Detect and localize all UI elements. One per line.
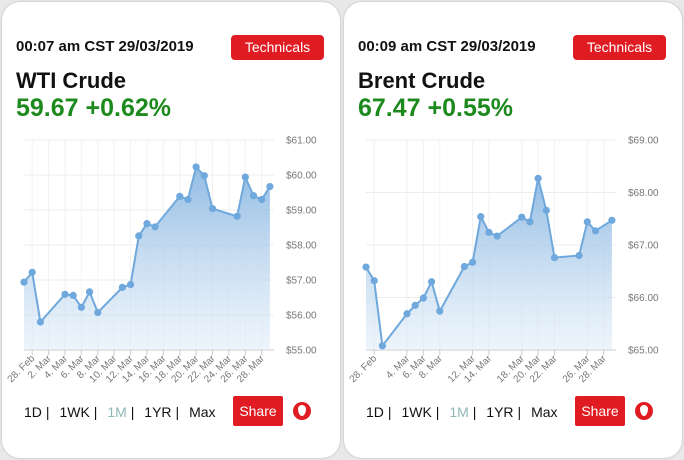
range-separator: | [387, 404, 392, 420]
technicals-button[interactable]: Technicals [231, 35, 324, 60]
data-point [403, 310, 411, 318]
data-point [69, 291, 77, 299]
data-point [427, 278, 436, 286]
range-1d[interactable]: 1D [366, 404, 384, 420]
technicals-button[interactable]: Technicals [573, 35, 666, 60]
x-tick-label: 28. Feb [348, 353, 380, 385]
data-point [362, 263, 370, 271]
data-point [526, 218, 534, 226]
y-tick-label: $66.00 [628, 293, 659, 304]
y-tick-label: $61.00 [286, 136, 317, 147]
share-button[interactable]: Share [233, 396, 283, 426]
y-tick-label: $67.00 [628, 241, 659, 252]
range-separator: | [45, 404, 50, 420]
range-1m[interactable]: 1M [449, 404, 469, 420]
oil-drop-icon[interactable] [635, 402, 653, 420]
data-point [241, 173, 249, 181]
range-1yr[interactable]: 1YR [144, 404, 172, 420]
data-point [208, 205, 217, 213]
data-point [583, 218, 591, 226]
y-tick-label: $56.00 [286, 311, 317, 322]
data-point [20, 278, 28, 286]
brent-crude-card: 00:09 am CST 29/03/2019 Technicals Brent… [344, 2, 682, 458]
range-1yr[interactable]: 1YR [486, 404, 514, 420]
data-point [143, 220, 151, 228]
range-separator: | [472, 404, 477, 420]
price-area [366, 178, 612, 350]
commodity-name: WTI Crude [16, 68, 126, 93]
data-point [378, 342, 386, 350]
timestamp: 00:07 am CST 29/03/2019 [16, 38, 194, 55]
commodity-name: Brent Crude [358, 68, 486, 93]
data-point [77, 303, 85, 311]
y-tick-label: $65.00 [628, 346, 659, 357]
data-point [184, 195, 192, 204]
range-max[interactable]: Max [531, 404, 558, 420]
price-chart: $55.00 $56.00 $57.00 $58.00 $59.00 $60.00 $61.… [6, 136, 317, 386]
y-tick-label: $55.00 [286, 346, 317, 357]
data-point [591, 227, 600, 235]
range-separator: | [93, 404, 98, 420]
range-separator: | [130, 404, 135, 420]
data-point [233, 212, 241, 220]
data-point [200, 172, 208, 180]
data-point [126, 280, 135, 289]
data-point [542, 206, 550, 214]
range-max[interactable]: Max [189, 404, 216, 420]
range-selector: 1D | 1WK | 1M | 1YR | Max [366, 404, 558, 420]
data-point [419, 294, 427, 302]
range-1wk[interactable]: 1WK [59, 404, 90, 420]
data-point [575, 251, 583, 260]
wti-crude-card: 00:07 am CST 29/03/2019 Technicals WTI C… [2, 2, 340, 458]
data-point [477, 213, 485, 221]
oil-drop-icon[interactable] [293, 402, 311, 420]
data-point [518, 213, 526, 221]
data-point [85, 288, 94, 296]
data-point [94, 308, 102, 317]
data-point [468, 258, 477, 266]
y-tick-label: $58.00 [286, 241, 317, 252]
data-point [151, 223, 159, 231]
timestamp: 00:09 am CST 29/03/2019 [358, 38, 536, 55]
data-point [266, 182, 274, 191]
y-tick-label: $69.00 [628, 136, 659, 147]
data-point [192, 163, 200, 171]
data-point [118, 283, 126, 291]
data-point [608, 216, 616, 224]
price-change: 59.67 +0.62% [16, 94, 171, 122]
data-point [436, 307, 444, 315]
data-point [258, 195, 266, 204]
data-point [411, 301, 419, 309]
data-point [28, 268, 36, 276]
range-separator: | [517, 404, 522, 420]
share-button[interactable]: Share [575, 396, 625, 426]
data-point [460, 262, 468, 271]
price-change: 67.47 +0.55% [358, 94, 513, 122]
range-1wk[interactable]: 1WK [401, 404, 432, 420]
data-point [534, 174, 542, 182]
range-selector: 1D | 1WK | 1M | 1YR | Max [24, 404, 216, 420]
range-1m[interactable]: 1M [107, 404, 127, 420]
data-point [493, 232, 501, 240]
data-point [550, 254, 559, 262]
data-point [135, 232, 143, 240]
data-point [176, 192, 184, 200]
y-tick-label: $57.00 [286, 276, 317, 287]
price-line [365, 178, 613, 349]
data-point [249, 192, 258, 200]
price-area [24, 167, 270, 350]
y-tick-label: $60.00 [286, 171, 317, 182]
y-tick-label: $68.00 [628, 188, 659, 199]
data-point [36, 318, 44, 326]
range-separator: | [435, 404, 440, 420]
data-point [485, 228, 493, 236]
data-point [61, 290, 69, 298]
y-tick-label: $59.00 [286, 206, 317, 217]
range-separator: | [175, 404, 180, 420]
data-point [370, 277, 378, 285]
range-1d[interactable]: 1D [24, 404, 42, 420]
